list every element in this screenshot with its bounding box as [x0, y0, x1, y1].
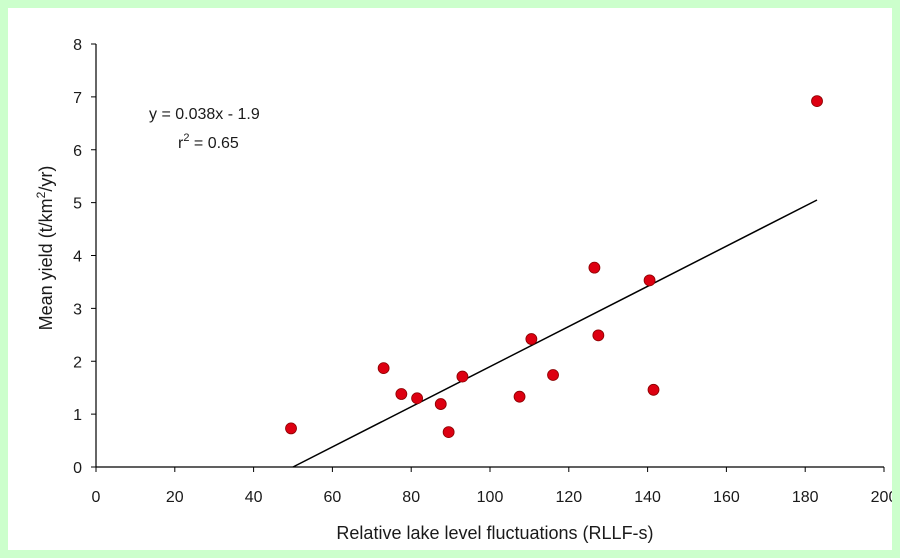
data-point: [442, 426, 455, 439]
data-point: [592, 329, 605, 342]
trend-line: [292, 199, 818, 468]
y-tick-label: 7: [73, 90, 82, 107]
y-tick-label: 5: [73, 196, 82, 213]
x-tick-label: 80: [402, 489, 420, 506]
y-tick-label: 6: [73, 143, 82, 160]
y-tick-label: 1: [73, 407, 82, 424]
data-point: [811, 95, 823, 108]
x-tick-label: 120: [555, 489, 582, 506]
data-point: [588, 261, 601, 274]
data-points: [285, 95, 823, 439]
tick-labels: 012345678020406080100120140160180200: [73, 37, 892, 506]
x-tick-label: 160: [713, 489, 740, 506]
x-tick-label: 0: [92, 489, 101, 506]
data-point: [434, 398, 447, 410]
x-tick-label: 200: [871, 489, 892, 506]
data-point: [456, 370, 469, 383]
y-tick-label: 2: [73, 354, 82, 371]
data-point: [647, 383, 660, 396]
data-point: [643, 274, 656, 287]
data-point: [547, 369, 559, 381]
x-tick-label: 60: [324, 489, 342, 506]
y-tick-label: 0: [73, 460, 82, 477]
data-point: [525, 333, 538, 345]
axes: [91, 43, 885, 472]
y-tick-label: 4: [73, 249, 82, 266]
r-squared-annotation: r2 = 0.65: [178, 132, 239, 152]
y-tick-label: 8: [73, 37, 82, 54]
data-point: [285, 422, 297, 435]
x-tick-label: 100: [477, 489, 504, 506]
x-tick-label: 40: [245, 489, 263, 506]
data-point: [411, 392, 424, 405]
regression-equation: y = 0.038x - 1.9: [149, 106, 260, 123]
data-point: [513, 390, 526, 403]
y-tick-label: 3: [73, 301, 82, 318]
data-point: [395, 388, 408, 400]
x-axis-title: Relative lake level fluctuations (RLLF-s…: [336, 523, 653, 543]
x-tick-label: 20: [166, 489, 184, 506]
y-axis-title: Mean yield (t/km2/yr): [34, 166, 56, 331]
scatter-chart: 012345678020406080100120140160180200 y =…: [34, 37, 892, 543]
x-tick-label: 140: [634, 489, 661, 506]
data-point: [377, 362, 390, 375]
x-tick-label: 180: [792, 489, 819, 506]
chart-frame: 012345678020406080100120140160180200 y =…: [8, 8, 892, 550]
